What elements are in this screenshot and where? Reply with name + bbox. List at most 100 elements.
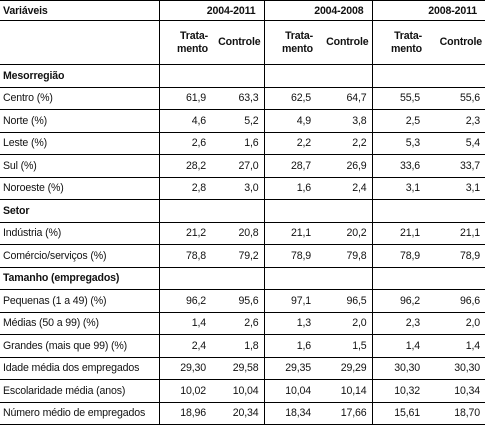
value-cell: 33,6 [371,154,426,178]
control-header: Controle [439,36,483,48]
section-filler-cell [371,64,426,88]
section-filler-cell [425,64,485,88]
table-row: Número médio de empregados 18,96 20,34 18,3… [0,402,485,425]
period-header-2004-2008: 2004-2008 [263,0,373,21]
variables-header: Variáveis [3,4,48,17]
value-cell: 10,14 [316,379,373,403]
value-cell: 97,1 [263,289,317,313]
value-cell: 95,6 [211,289,265,313]
table-row: Centro (%) 61,9 63,3 62,5 64,7 55,5 55,6 [0,87,485,110]
value-cell: 1,8 [211,334,265,358]
value-cell: 26,9 [316,154,373,178]
section-filler-cell [211,199,265,223]
section-filler-cell [263,199,317,223]
row-label: Número médio de empregados [0,402,159,425]
table-row: Comércio/serviços (%) 78,8 79,2 78,9 79,8 78,… [0,244,485,268]
table-row: Pequenas (1 a 49) (%) 96,2 95,6 97,1 96,5 96,… [0,289,485,313]
value-cell: 1,5 [316,334,373,358]
value-cell: 30,30 [425,357,485,380]
value-cell: 21,1 [425,222,485,245]
section-title: Setor [0,199,159,223]
section-filler-cell [316,199,373,223]
value-cell: 3,8 [316,109,373,133]
value-cell: 2,5 [371,109,426,133]
value-cell: 28,2 [158,154,211,178]
treatment-header: Trata-mento [158,20,211,65]
value-cell: 1,4 [158,312,211,335]
row-label: Leste (%) [0,132,159,155]
value-cell: 2,2 [263,132,317,155]
value-cell: 20,34 [211,402,265,425]
row-label: Pequenas (1 a 49) (%) [0,289,159,313]
value-cell: 55,5 [371,87,426,110]
table-row: Escolaridade média (anos) 10,02 10,04 10,04… [0,379,485,403]
value-cell: 29,30 [158,357,211,380]
value-cell: 27,0 [211,154,265,178]
section-filler-cell [425,199,485,223]
row-label: Norte (%) [0,109,159,133]
table-row: Sul (%) 28,2 27,0 28,7 26,9 33,6 33,7 [0,154,485,178]
value-cell: 1,6 [263,177,317,200]
section-header-row: Tamanho (empregados) [0,267,485,290]
value-cell: 10,32 [371,379,426,403]
value-cell: 20,8 [211,222,265,245]
value-cell: 79,8 [316,244,373,268]
value-cell: 78,9 [263,244,317,268]
section-filler-cell [211,64,265,88]
value-cell: 20,2 [316,222,373,245]
treatment-header: Trata-mento [263,20,317,65]
header-period-row: Variáveis 2004-2011 2004-2008 2008-2011 [0,0,485,21]
value-cell: 21,2 [158,222,211,245]
value-cell: 18,96 [158,402,211,425]
section-filler-cell [158,267,211,290]
row-label: Sul (%) [0,154,159,178]
value-cell: 2,6 [211,312,265,335]
row-label: Centro (%) [0,87,159,110]
value-cell: 4,9 [263,109,317,133]
value-cell: 96,2 [158,289,211,313]
row-label: Noroeste (%) [0,177,159,200]
table-row: Grandes (mais que 99) (%) 2,4 1,8 1,6 1,5 1,4… [0,334,485,358]
treatment-header: Trata-mento [371,20,426,65]
value-cell: 4,6 [158,109,211,133]
value-cell: 1,6 [211,132,265,155]
value-cell: 18,34 [263,402,317,425]
table-row: Leste (%) 2,6 1,6 2,2 2,2 5,3 5,4 [0,132,485,155]
value-cell: 3,1 [425,177,485,200]
value-cell: 1,4 [425,334,485,358]
row-label: Indústria (%) [0,222,159,245]
value-cell: 10,04 [263,379,317,403]
control-header: Controle [326,36,369,48]
row-label: Idade média dos empregados [0,357,159,380]
value-cell: 5,3 [371,132,426,155]
value-cell: 21,1 [371,222,426,245]
table-row: Médias (50 a 99) (%) 1,4 2,6 1,3 2,0 2,3 2,0 [0,312,485,335]
value-cell: 2,2 [316,132,373,155]
row-label: Escolaridade média (anos) [0,379,159,403]
header-spacer [0,21,159,65]
value-cell: 33,7 [425,154,485,178]
section-filler-cell [425,267,485,290]
value-cell: 15,61 [371,402,426,425]
section-filler-cell [158,199,211,223]
section-filler-cell [316,267,373,290]
value-cell: 1,6 [263,334,317,358]
period-header-2008-2011: 2008-2011 [371,0,485,21]
value-cell: 96,2 [371,289,426,313]
value-cell: 5,4 [425,132,485,155]
section-filler-cell [158,64,211,88]
value-cell: 2,4 [158,334,211,358]
value-cell: 30,30 [371,357,426,380]
section-filler-cell [316,64,373,88]
period-header-2004-2011: 2004-2011 [158,0,265,21]
table-row: Noroeste (%) 2,8 3,0 1,6 2,4 3,1 3,1 [0,177,485,200]
value-cell: 78,9 [425,244,485,268]
value-cell: 3,1 [371,177,426,200]
value-cell: 78,9 [371,244,426,268]
header-group-row: Trata-mento Controle Trata-mento Control… [0,20,485,65]
value-cell: 10,02 [158,379,211,403]
section-header-row: Setor [0,199,485,223]
section-filler-cell [263,64,317,88]
value-cell: 5,2 [211,109,265,133]
value-cell: 10,34 [425,379,485,403]
